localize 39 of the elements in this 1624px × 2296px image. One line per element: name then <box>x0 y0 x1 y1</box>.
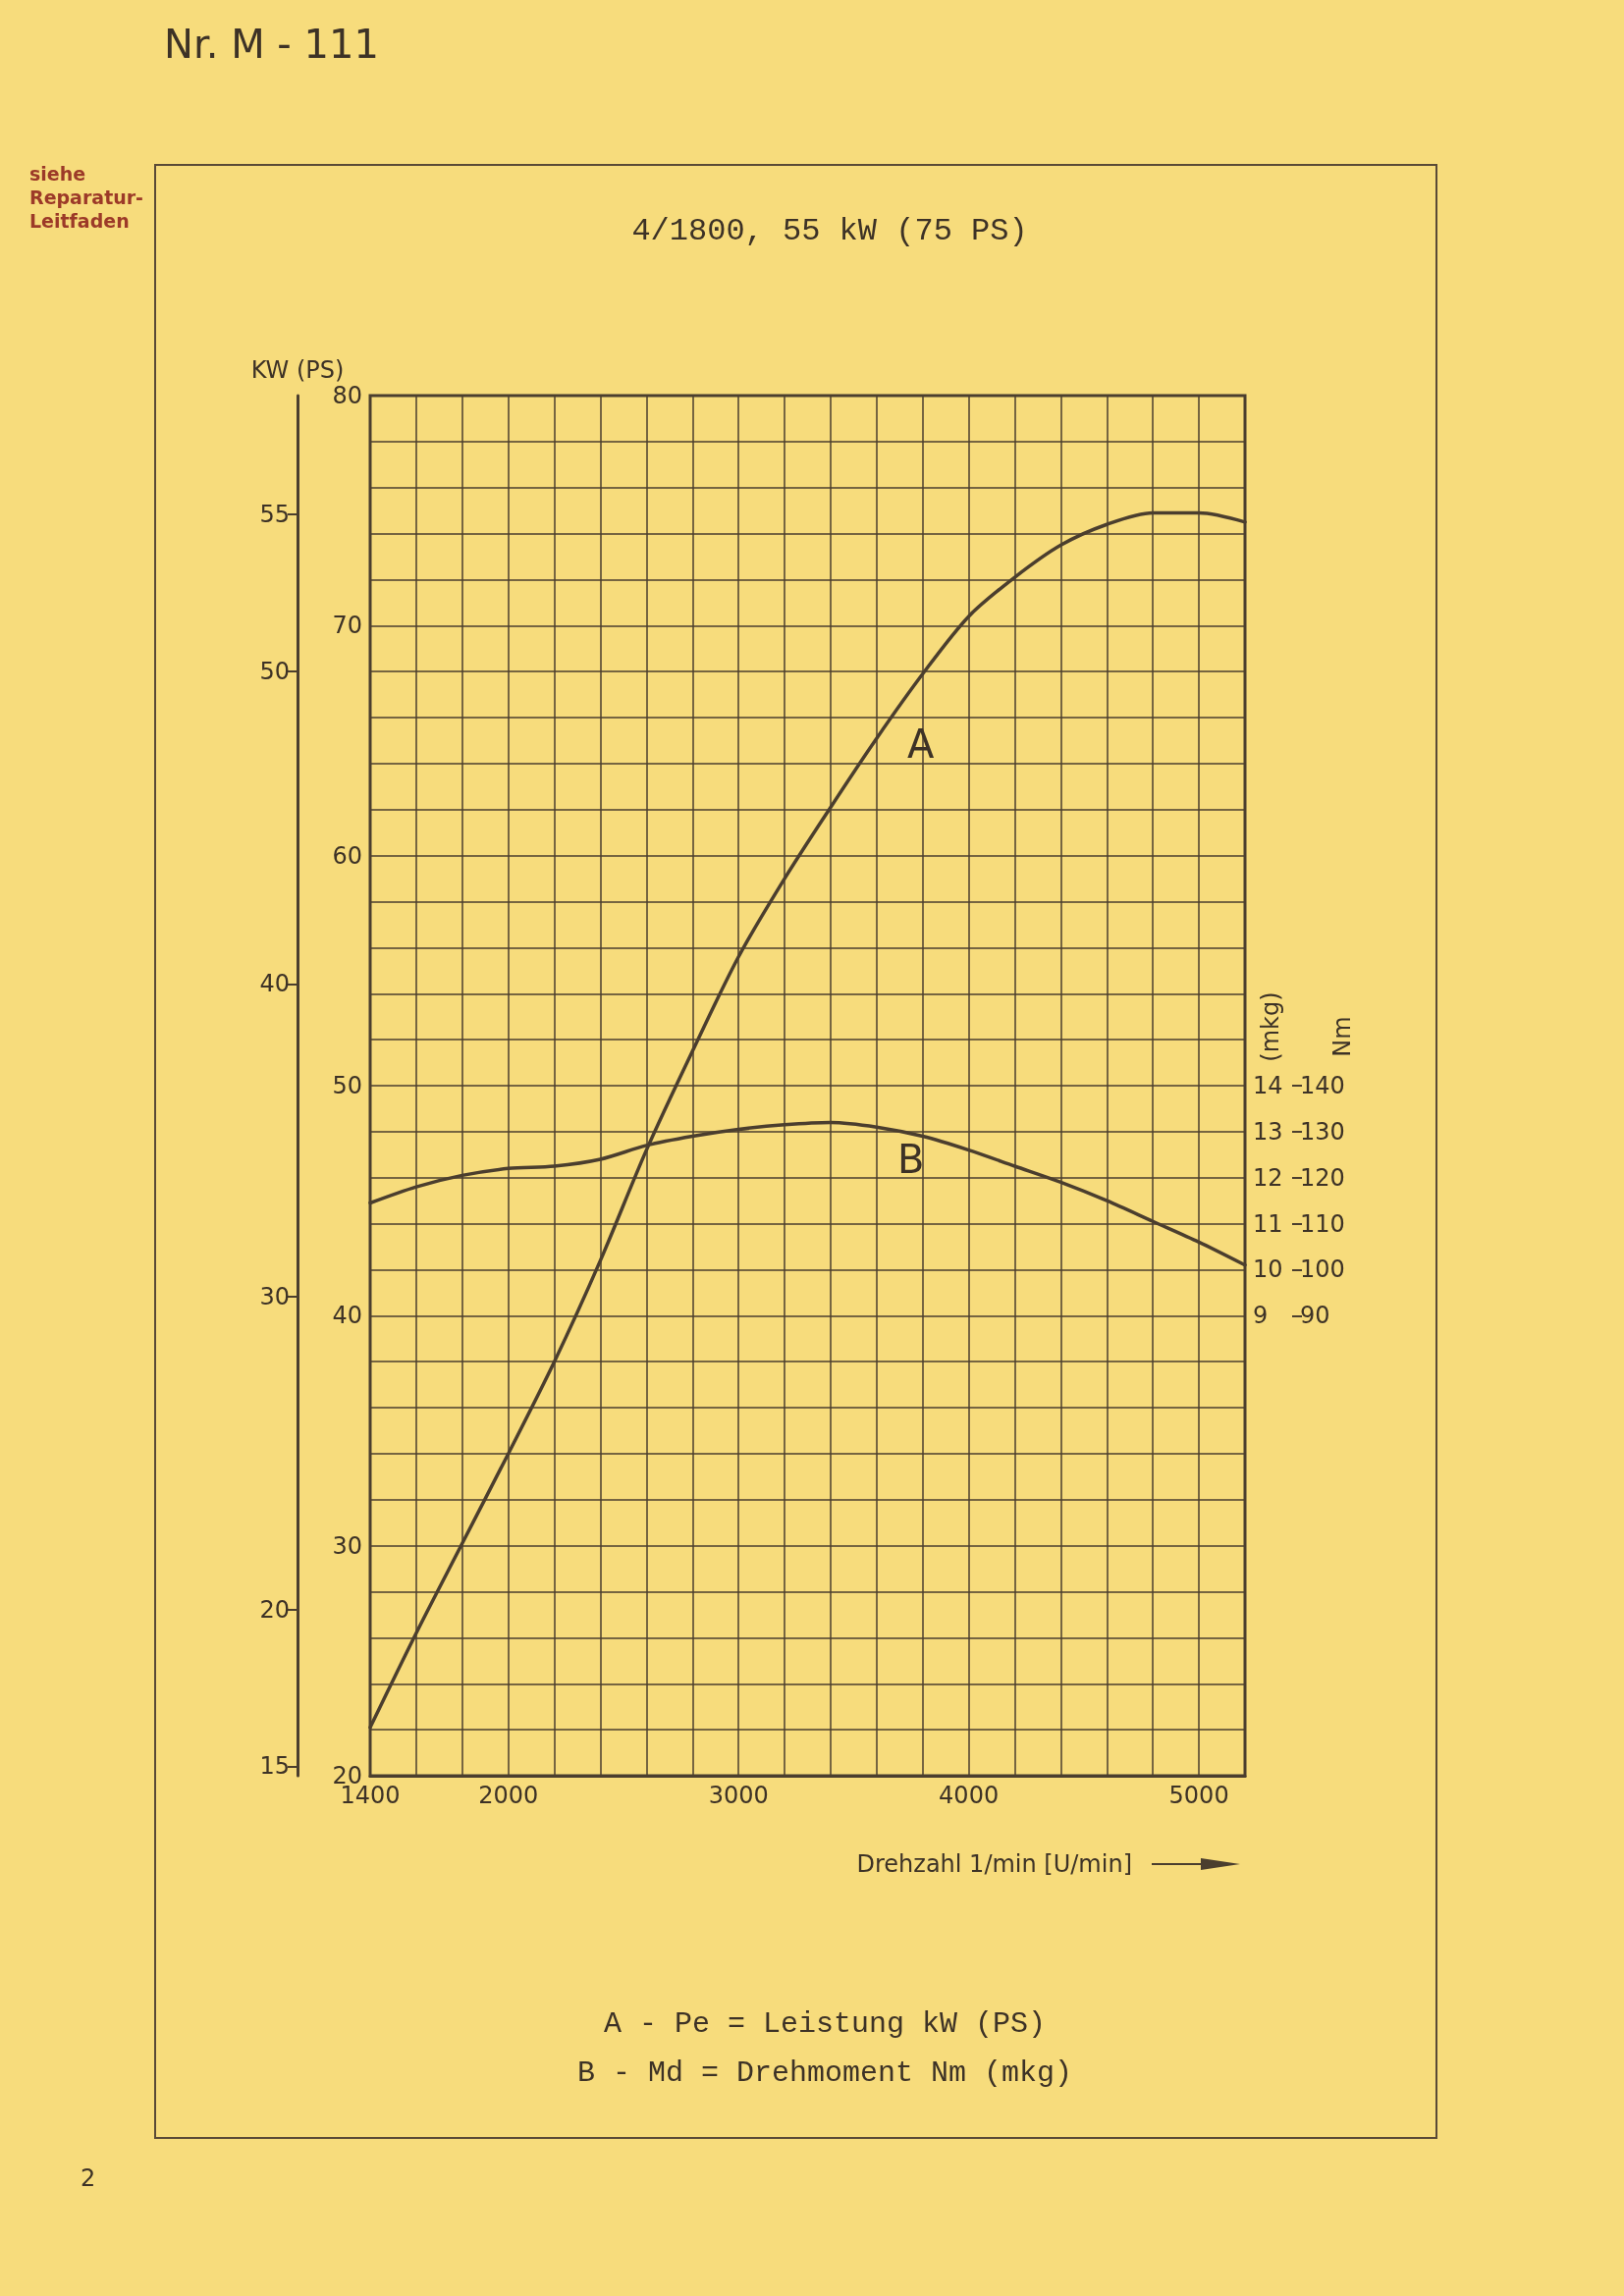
y-tick-label: 50 <box>332 1072 362 1099</box>
x-tick-label: 4000 <box>939 1782 1000 1809</box>
text: 110 <box>1300 1209 1345 1238</box>
y2-tick-label: 11 <box>1253 1209 1283 1238</box>
text: 100 <box>1300 1255 1345 1284</box>
y3-tick-label: 40 <box>259 970 290 998</box>
y-tick-label: 70 <box>332 612 362 640</box>
x-tick-label: 5000 <box>1168 1782 1229 1809</box>
y2-tick-label: 12 <box>1253 1163 1283 1192</box>
y2-tick-label: 14 <box>1253 1072 1283 1099</box>
text: 90 <box>1300 1302 1330 1330</box>
x-tick-label: 3000 <box>708 1782 769 1809</box>
y-axis-title: KW (PS) <box>250 356 345 384</box>
text: Nm <box>1327 1016 1356 1057</box>
y2-axis-title: (mkg) <box>1257 991 1284 1062</box>
y3-tick-label: 55 <box>259 501 290 529</box>
text: Nr. M - 111 <box>164 22 379 67</box>
y2-tick-label: 13 <box>1253 1117 1283 1146</box>
y-tick-label: 60 <box>332 841 362 870</box>
y3-tick-label: 20 <box>259 1596 290 1625</box>
chart-title: 4/1800, 55 kW (75 PS) <box>631 212 1028 249</box>
text: siehe Reparatur-Leitfaden <box>29 163 144 234</box>
y-tick-label: 30 <box>332 1531 362 1560</box>
y-tick-label: 80 <box>332 382 362 409</box>
y-tick-label: 40 <box>332 1302 362 1330</box>
text: 130 <box>1300 1117 1345 1146</box>
text: 120 <box>1300 1163 1345 1192</box>
text: 2 <box>81 2164 96 2192</box>
y2-tick-label: 10 <box>1253 1255 1283 1284</box>
y3-tick-label: 50 <box>259 657 290 685</box>
y3-tick-label: 30 <box>259 1283 290 1311</box>
x-tick-label: 2000 <box>478 1782 539 1809</box>
text: 140 <box>1300 1072 1345 1099</box>
x-axis-title: Drehzahl 1/min [U/min] <box>856 1850 1132 1878</box>
text: B - Md = Drehmoment Nm (mkg) <box>576 2056 1073 2090</box>
annotation: B <box>897 1137 925 1182</box>
y2-tick-label: 9 <box>1253 1302 1269 1330</box>
y3-tick-label: 15 <box>259 1752 290 1781</box>
text: A - Pe = Leistung kW (PS) <box>603 2007 1047 2041</box>
